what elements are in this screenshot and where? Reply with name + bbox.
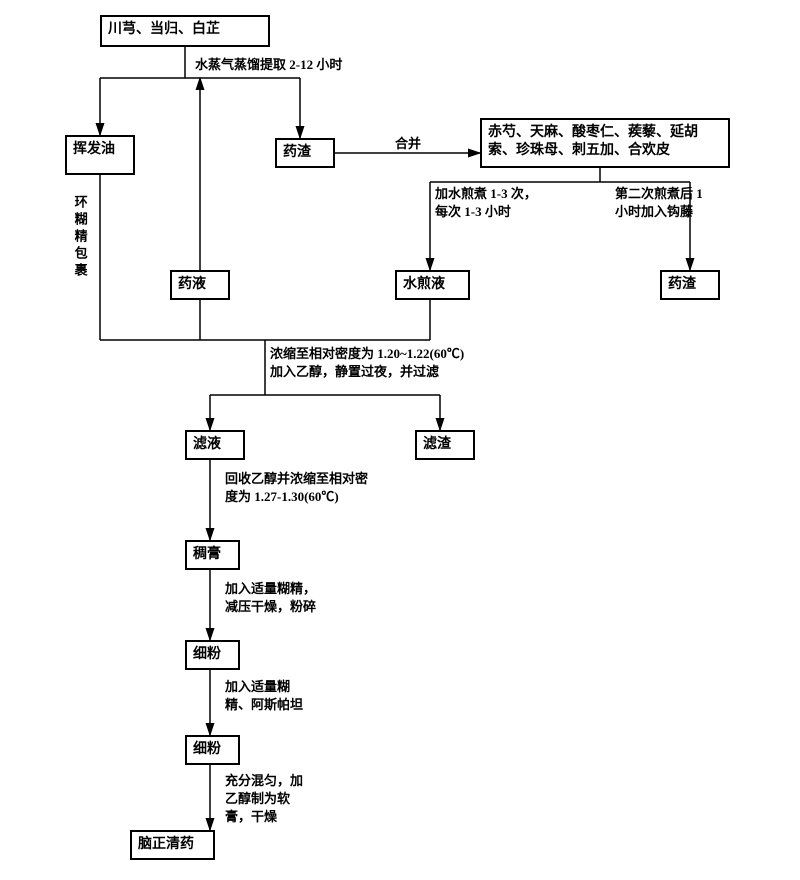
node-liquid1-label: 药液	[178, 277, 206, 292]
edge-label-l4: 第二次煎煮后 1 小时加入钩藤	[615, 185, 703, 221]
edge-label-l1: 水蒸气蒸馏提取 2-12 小时	[195, 56, 342, 74]
edge-label-l8: 加入适量糊 精、阿斯帕坦	[225, 678, 303, 714]
edge-label-l3: 加水煎煮 1-3 次， 每次 1-3 小时	[435, 185, 537, 221]
node-powder2-label: 细粉	[193, 742, 221, 757]
edge-label-l5: 浓缩至相对密度为 1.20~1.22(60℃) 加入乙醇，静置过夜，并过滤	[270, 345, 464, 381]
edge-label-l2: 合并	[395, 135, 421, 153]
node-paste-label: 稠膏	[193, 547, 221, 562]
node-powder1-label: 细粉	[193, 647, 221, 662]
node-decoction: 水煎液	[395, 270, 470, 300]
node-dregs2-label: 药渣	[668, 277, 696, 292]
node-herbs2: 赤芍、天麻、酸枣仁、蒺藜、延胡索、珍珠母、刺五加、合欢皮	[480, 118, 730, 168]
node-decoction-label: 水煎液	[403, 277, 445, 292]
edge-label-l7: 加入适量糊精， 减压干燥，粉碎	[225, 580, 316, 616]
node-residue: 滤渣	[415, 430, 475, 460]
node-dregs1-label: 药渣	[283, 145, 311, 160]
node-dregs2: 药渣	[660, 270, 720, 300]
node-dregs1: 药渣	[275, 138, 335, 168]
edge-label-l9: 充分混匀，加 乙醇制为软 膏，干燥	[225, 772, 303, 827]
node-start: 川芎、当归、白芷	[100, 15, 270, 47]
node-volatile-label: 挥发油	[73, 142, 115, 157]
node-powder2: 细粉	[185, 735, 240, 765]
node-paste: 稠膏	[185, 540, 240, 570]
node-start-label: 川芎、当归、白芷	[108, 22, 220, 37]
node-final: 脑正清药	[130, 830, 215, 860]
edge-label-l6: 回收乙醇并浓缩至相对密 度为 1.27-1.30(60℃)	[225, 470, 368, 506]
edge-vlabel-vl1: 环糊精包裹	[72, 195, 88, 280]
node-final-label: 脑正清药	[138, 837, 194, 852]
node-herbs2-label: 赤芍、天麻、酸枣仁、蒺藜、延胡索、珍珠母、刺五加、合欢皮	[488, 125, 698, 158]
node-filtrate-label: 滤液	[193, 437, 221, 452]
node-liquid1: 药液	[170, 270, 230, 300]
node-volatile: 挥发油	[65, 135, 135, 175]
node-filtrate: 滤液	[185, 430, 245, 460]
node-residue-label: 滤渣	[423, 437, 451, 452]
node-powder1: 细粉	[185, 640, 240, 670]
